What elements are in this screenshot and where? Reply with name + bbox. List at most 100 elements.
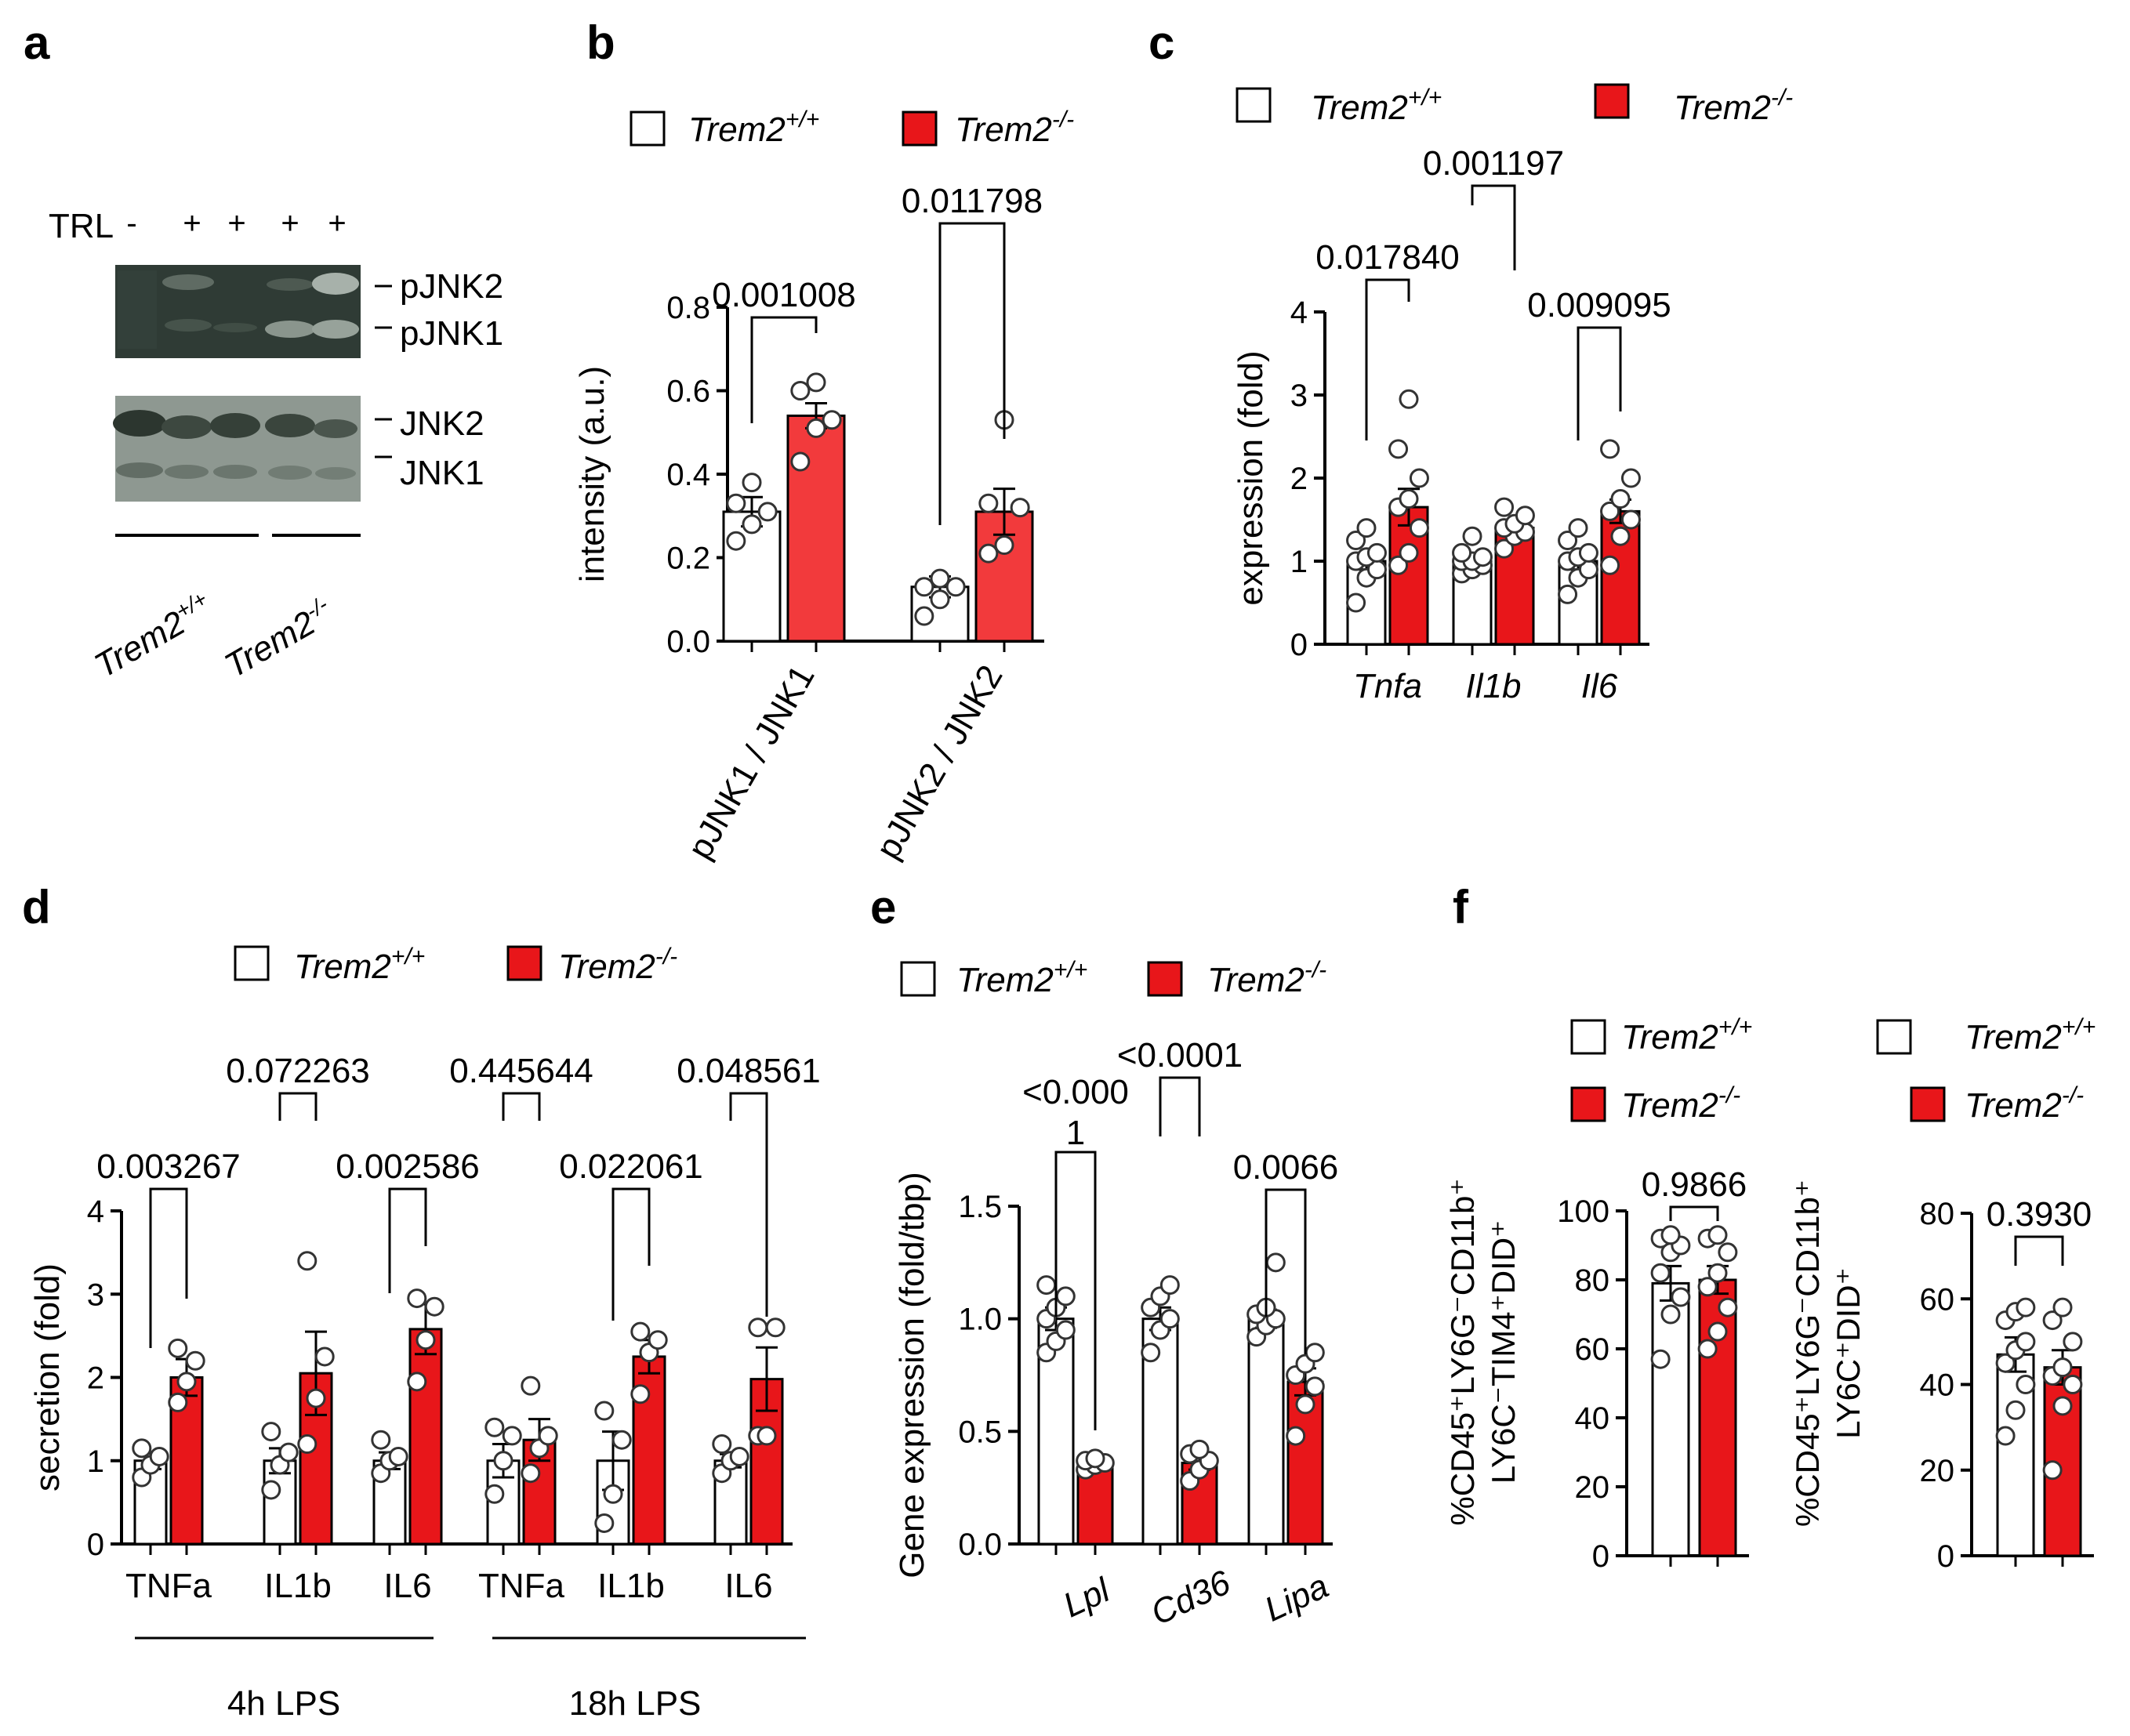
data-point: [1568, 518, 1588, 538]
p-value-label: 0.0066: [1233, 1148, 1339, 1187]
y-tick-label: 0.6: [666, 375, 710, 409]
y-tick-label: 0.2: [666, 542, 710, 576]
significance-bracket: [611, 1187, 651, 1321]
genotype-label-ko: Trem2-/-: [218, 592, 340, 685]
blot-band: [165, 319, 212, 332]
data-point: [1697, 1339, 1718, 1359]
legend-swatch-wt: [234, 945, 270, 981]
significance-bracket: [1471, 184, 1516, 270]
y-tick-label: 1: [87, 1444, 104, 1479]
data-point: [1346, 531, 1366, 550]
y-axis-label: Gene expression (fold/tbp): [893, 1172, 931, 1578]
y-axis-label: %CD45⁺LY6G⁻CD11b⁺: [1444, 1178, 1481, 1525]
data-point: [611, 1430, 632, 1450]
blot-band: [116, 462, 163, 478]
blot-band: [312, 273, 359, 295]
data-point: [630, 1384, 651, 1404]
data-point: [1995, 1426, 2016, 1446]
y-tick-label: 4: [87, 1194, 104, 1229]
x-category-label: Lipa: [1259, 1567, 1334, 1629]
group-label-18h: 18h LPS: [569, 1684, 702, 1723]
data-point: [1494, 538, 1515, 559]
data-point: [1650, 1263, 1671, 1283]
data-point: [945, 577, 966, 597]
significance-bracket: [2014, 1235, 2064, 1266]
legend-swatch-ko: [1570, 1086, 1606, 1122]
data-point: [1409, 468, 1429, 488]
p-value-label: <0.0001: [1117, 1036, 1243, 1075]
data-point: [1286, 1426, 1306, 1446]
legend-b: Trem2+/+ Trem2-/-: [630, 107, 1074, 149]
data-point: [930, 589, 950, 610]
y-tick-label: 0.4: [666, 458, 710, 492]
data-point: [1036, 1275, 1057, 1296]
data-point: [1010, 498, 1030, 518]
data-point: [1620, 509, 1641, 530]
data-point: [176, 1372, 197, 1392]
legend-label-ko: Trem2-/-: [1207, 957, 1326, 999]
data-point: [1399, 489, 1419, 509]
data-point: [648, 1330, 668, 1350]
data-point: [132, 1438, 152, 1459]
data-point: [1558, 584, 1578, 604]
y-axis-label: secretion (fold): [28, 1263, 67, 1491]
data-point: [978, 493, 999, 513]
legend-swatch-wt: [1570, 1019, 1606, 1055]
data-point: [407, 1372, 427, 1392]
data-point: [521, 1463, 541, 1484]
x-category-label: IL6: [383, 1567, 431, 1605]
data-point: [484, 1417, 505, 1437]
data-point: [630, 1321, 651, 1342]
data-point: [261, 1480, 281, 1500]
legend-e: Trem2+/+ Trem2-/-: [900, 957, 1326, 999]
p-value-label: 0.002586: [336, 1147, 480, 1186]
y-tick-label: 100: [1557, 1194, 1609, 1229]
data-point: [407, 1288, 427, 1309]
data-point: [278, 1442, 299, 1462]
data-point: [1671, 1287, 1691, 1307]
y-axis-label: intensity (a.u.): [573, 366, 611, 582]
data-point: [297, 1251, 318, 1271]
treatment-mark: +: [328, 206, 346, 241]
significance-bracket: [388, 1187, 427, 1293]
y-tick-label: 0: [1592, 1539, 1609, 1574]
band-label-jnk1: JNK1: [400, 454, 484, 492]
bar-wt: [1247, 1317, 1285, 1546]
data-point: [1995, 1353, 2016, 1373]
y-axis-label: LY6C⁻TIM4⁺DID⁺: [1485, 1220, 1522, 1484]
y-tick-label: 20: [1575, 1470, 1610, 1505]
treatment-label: TRL: [49, 207, 114, 245]
data-point: [306, 1388, 326, 1408]
genotype-label-wt: Trem2+/+: [88, 586, 220, 685]
blot-band: [162, 274, 214, 290]
legend-f1: Trem2+/+ Trem2-/-: [1570, 1014, 1752, 1125]
p-value-label: 0.072263: [226, 1052, 370, 1090]
data-point: [1304, 1343, 1325, 1363]
data-point: [1388, 555, 1409, 575]
legend-swatch-wt: [900, 961, 936, 997]
chart-b: 0.0 0.2 0.4 0.6 0.8 intensity (a.u.) pJNK1 / J…: [573, 182, 1044, 865]
data-point: [261, 1422, 281, 1442]
legend-label-wt: Trem2+/+: [294, 944, 425, 986]
data-point: [2016, 1375, 2036, 1394]
x-category-label: IL6: [724, 1567, 772, 1605]
panel-a: a TRL - + + + + pJNK2 pJNK1 JNK2 JNK1: [24, 16, 503, 686]
blot-band: [213, 465, 257, 479]
y-axis-label: LY6C⁺DID⁺: [1830, 1267, 1867, 1439]
band-label-jnk2: JNK2: [400, 404, 484, 443]
group-label-4h: 4h LPS: [227, 1684, 340, 1723]
blot-band: [113, 410, 166, 437]
y-tick-label: 80: [1920, 1197, 1955, 1231]
legend-swatch-wt: [630, 111, 666, 147]
significance-bracket: [1577, 326, 1622, 440]
data-point: [1159, 1309, 1180, 1329]
data-point: [1600, 501, 1620, 521]
significance-bracket: [1265, 1188, 1307, 1354]
data-point: [1707, 1321, 1728, 1342]
data-point: [914, 606, 934, 626]
p-value-label: 0.9866: [1642, 1165, 1747, 1204]
p-value-label: 0.022061: [559, 1147, 703, 1186]
panel-a-letter: a: [24, 16, 50, 69]
band-label-pjnk1: pJNK1: [400, 314, 503, 353]
